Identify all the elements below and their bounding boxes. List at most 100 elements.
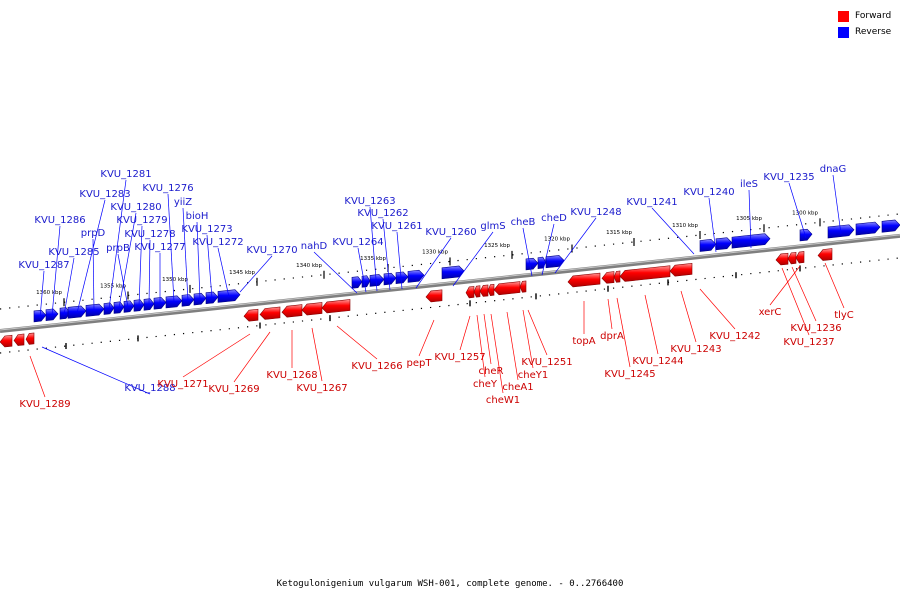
gene-prpd[interactable]: prpD [81,228,106,317]
gene-kvu-1266[interactable]: KVU_1266 [321,299,403,372]
forward-gene-arrow[interactable] [259,306,281,320]
forward-gene-arrow[interactable] [425,289,443,303]
reverse-gene-arrow[interactable] [699,239,717,252]
forward-gene-arrow[interactable] [301,302,323,316]
forward-gene-arrow[interactable] [613,270,621,283]
gene-label: KVU_1285 [48,247,99,258]
gene-glms[interactable]: glmS [441,221,506,287]
gene-kvu-1240[interactable]: KVU_1240 [683,187,735,253]
gene-kvu-1236[interactable]: KVU_1236 [787,252,842,334]
gene-kvu-1267[interactable]: KVU_1267 [296,302,348,394]
gene-kvu-1251[interactable]: KVU_1251 [521,309,573,368]
forward-gene-arrow[interactable] [487,283,495,296]
legend-reverse-label: Reverse [855,27,892,37]
gene-label: KVU_1289 [19,399,70,410]
gene-kvu-1280[interactable]: KVU_1280 [110,202,162,314]
gene-kvu-1260[interactable]: KVU_1260 [407,227,477,289]
gene-kvu-1245[interactable]: KVU_1245 [604,270,656,380]
forward-gene-arrow[interactable] [479,284,489,297]
forward-gene-arrow[interactable] [0,334,13,348]
forward-gene-arrow[interactable] [473,285,481,298]
reverse-gene-arrow[interactable] [351,276,363,289]
gene-kvu-1269[interactable]: KVU_1269 [208,306,281,395]
reverse-gene-arrow[interactable] [715,237,733,251]
gene-kvu-1244[interactable]: KVU_1244 [619,265,684,367]
gene-kvu-1277[interactable]: KVU_1277 [134,242,186,310]
gene-kvu-1272[interactable]: KVU_1272 [192,237,244,303]
gene-kvu-1264[interactable]: KVU_1264 [332,237,384,293]
forward-gene-arrow[interactable] [601,271,615,284]
forward-gene-arrow[interactable] [493,281,521,296]
forward-gene-arrow[interactable] [795,251,805,264]
reverse-gene-arrow[interactable] [407,269,425,283]
reverse-gene-arrow[interactable] [369,274,385,287]
gene-kvu-1257[interactable]: KVU_1257 [434,286,486,363]
gene-kvu-1242[interactable]: KVU_1242 [699,288,761,342]
forward-gene-arrow[interactable] [25,332,35,345]
reverse-gene-arrow[interactable] [827,224,855,239]
gene-tlyc[interactable]: tlyC [817,248,854,321]
gene-kvu-1243[interactable]: KVU_1243 [669,263,722,355]
gene-kvu-1286[interactable]: KVU_1286 [34,215,86,321]
gene-kvu-1262[interactable]: KVU_1262 [357,208,409,291]
gene-kvu-1271[interactable]: KVU_1271 [157,308,259,390]
gene-kvu-1281[interactable]: KVU_1281 [100,169,152,315]
gene-kvu-1248[interactable]: KVU_1248 [545,207,622,274]
gene-chea1[interactable]: cheA1 [493,281,534,393]
gene-kvu-1270[interactable]: KVU_1270 [239,245,298,293]
gene-dnag[interactable]: dnaG [820,164,900,239]
gene-cheb[interactable]: cheB [511,217,539,277]
gene-kvu-1273[interactable]: KVU_1273 [181,224,233,305]
gene-ched[interactable]: cheD [537,213,567,276]
forward-gene-arrow[interactable] [281,304,303,318]
gene-kvu-1287[interactable]: KVU_1287 [18,260,70,323]
reverse-gene-arrow[interactable] [383,272,397,286]
gene-chew1[interactable]: cheW1 [486,283,520,406]
gene-cher[interactable]: cheR [479,284,504,377]
gene-kvu-1288[interactable]: KVU_1288 [41,346,176,395]
forward-gene-arrow[interactable] [567,272,601,288]
forward-gene-arrow[interactable] [519,280,527,293]
gene-chey[interactable]: cheY [473,285,498,390]
forward-gene-arrow[interactable] [13,333,25,346]
forward-gene-arrow[interactable] [787,252,797,265]
forward-gene-arrow[interactable] [619,265,671,282]
reverse-gene-arrow[interactable] [881,219,900,233]
gene-nahd[interactable]: nahD [301,241,363,294]
reverse-gene-arrow[interactable] [545,255,565,269]
gene-yiiz[interactable]: yiiZ [174,197,195,307]
reverse-gene-arrow[interactable] [855,221,881,236]
gene-kvu-1278[interactable]: KVU_1278 [124,229,176,311]
reverse-gene-arrow[interactable] [123,300,135,313]
reverse-gene-arrow[interactable] [525,257,539,271]
gene-topa[interactable]: topA [567,272,601,347]
reverse-gene-arrow[interactable] [799,228,813,242]
forward-gene-arrow[interactable] [817,248,833,261]
gene-kvu-1241[interactable]: KVU_1241 [626,197,695,255]
gene-chey1[interactable]: cheY1 [518,280,548,381]
gene-bioh[interactable]: bioH [186,211,209,306]
gene-kvu-1235[interactable]: KVU_1235 [763,172,815,242]
gene-kvu-1237[interactable]: KVU_1237 [775,252,835,348]
gene-kvu-1289[interactable]: KVU_1289 [0,332,71,410]
forward-gene-arrow[interactable] [243,308,259,322]
forward-gene-arrow[interactable] [321,299,351,314]
gene-kvu-1261[interactable]: KVU_1261 [371,221,423,290]
reverse-gene-arrow[interactable] [395,271,409,284]
gene-prpb[interactable]: prpB [106,243,135,313]
gene-kvu-1279[interactable]: KVU_1279 [116,215,168,312]
gene-kvu-1283[interactable]: KVU_1283 [67,189,131,319]
gene-kvu-1263[interactable]: KVU_1263 [344,196,396,292]
gene-kvu-1276[interactable]: KVU_1276 [142,183,194,309]
gene-iles[interactable]: ileS [731,179,771,249]
gene-pept[interactable]: pepT [407,289,443,369]
forward-gene-arrow[interactable] [669,263,693,277]
forward-gene-arrow[interactable] [775,252,789,266]
gene-xerc[interactable]: xerC [759,251,805,318]
reverse-gene-arrow[interactable] [361,275,371,288]
reverse-gene-arrow[interactable] [85,303,105,317]
reverse-gene-arrow[interactable] [441,265,465,280]
gene-dpra[interactable]: dprA [600,271,624,342]
forward-gene-arrow[interactable] [465,286,475,299]
